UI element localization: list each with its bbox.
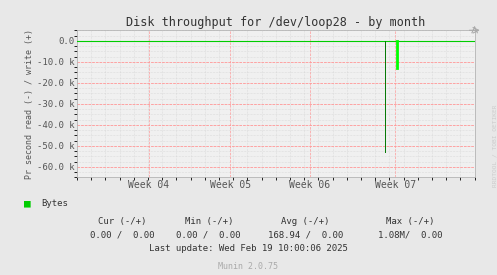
Title: Disk throughput for /dev/loop28 - by month: Disk throughput for /dev/loop28 - by mon…: [126, 16, 425, 29]
Text: 0.00 /  0.00: 0.00 / 0.00: [89, 231, 154, 240]
Text: Avg (-/+): Avg (-/+): [281, 217, 330, 226]
Y-axis label: Pr second read (-) / write (+): Pr second read (-) / write (+): [25, 29, 34, 179]
Text: 1.08M/  0.00: 1.08M/ 0.00: [378, 231, 442, 240]
Text: Min (-/+): Min (-/+): [184, 217, 233, 226]
Text: Last update: Wed Feb 19 10:00:06 2025: Last update: Wed Feb 19 10:00:06 2025: [149, 244, 348, 253]
Text: Bytes: Bytes: [41, 199, 68, 208]
Text: RRDTOOL / TOBI OETIKER: RRDTOOL / TOBI OETIKER: [492, 104, 497, 187]
Text: 0.00 /  0.00: 0.00 / 0.00: [176, 231, 241, 240]
Text: ■: ■: [24, 199, 31, 208]
Text: 168.94 /  0.00: 168.94 / 0.00: [268, 231, 343, 240]
Text: Max (-/+): Max (-/+): [386, 217, 434, 226]
Text: Munin 2.0.75: Munin 2.0.75: [219, 262, 278, 271]
Text: Cur (-/+): Cur (-/+): [97, 217, 146, 226]
